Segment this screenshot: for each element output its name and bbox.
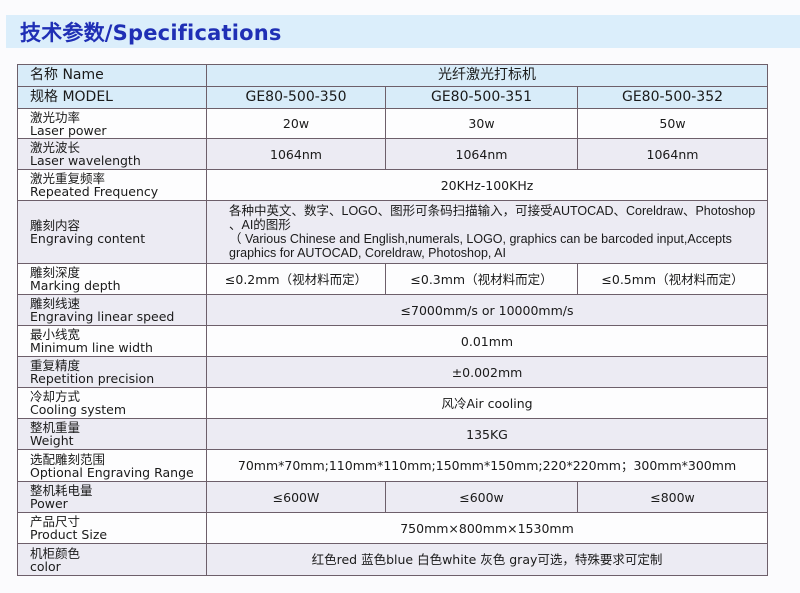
label-zh: 整机重量 (30, 420, 81, 435)
value-cell: 风冷Air cooling (206, 387, 768, 419)
row-label: 选配雕刻范围 Optional Engraving Range (17, 449, 207, 482)
label-en: Engraving linear speed (30, 309, 175, 324)
value-zh: 各种中英文、数字、LOGO、图形可条码扫描输入，可接受AUTOCAD、Corel… (229, 204, 756, 232)
label-en: Optional Engraving Range (30, 464, 194, 480)
label-zh: 雕刻深度 (30, 265, 81, 280)
row-label: 雕刻线速 Engraving linear speed (17, 294, 207, 326)
row-label: 重复精度 Repetition precision (17, 356, 207, 388)
table-row: 最小线宽 Minimum line width 0.01mm (17, 325, 768, 357)
product-name: 光纤激光打标机 (206, 64, 768, 87)
label-zh: 激光波长 (30, 140, 81, 155)
row-label: 规格 MODEL (17, 86, 207, 109)
value-cell: ≤600w (385, 481, 578, 513)
value-cell: ±0.002mm (206, 356, 768, 388)
row-label: 冷却方式 Cooling system (17, 387, 207, 419)
row-label: 激光功率 Laser power (17, 108, 207, 139)
label-zh: 最小线宽 (30, 327, 81, 342)
row-label: 整机耗电量 Power (17, 481, 207, 513)
table-row: 重复精度 Repetition precision ±0.002mm (17, 356, 768, 388)
table-row: 整机重量 Weight 135KG (17, 418, 768, 450)
table-row-name: 名称 Name 光纤激光打标机 (17, 64, 768, 87)
label-en: Product Size (30, 527, 108, 542)
model-cell: GE80-500-351 (385, 86, 578, 109)
value-cell: 70mm*70mm;110mm*110mm;150mm*150mm;220*22… (206, 449, 768, 482)
table-row: 雕刻深度 Marking depth ≤0.2mm（视材料而定） ≤0.3mm（视材料… (17, 263, 768, 295)
value-cell: 50w (577, 108, 768, 139)
table-row: 选配雕刻范围 Optional Engraving Range 70mm*70mm;… (17, 449, 768, 482)
value-cell: 1064nm (385, 138, 578, 170)
table-row: 激光重复频率 Repeated Frequency 20KHz-100KHz (17, 169, 768, 201)
value-cell: 1064nm (577, 138, 768, 170)
value-cell: 0.01mm (206, 325, 768, 357)
row-label: 激光重复频率 Repeated Frequency (17, 169, 207, 201)
table-row: 机柜颜色 color 红色red 蓝色blue 白色white 灰色 gray可选，… (17, 543, 768, 576)
table-row: 产品尺寸 Product Size 750mm×800mm×1530mm (17, 512, 768, 544)
value-cell: ≤800w (577, 481, 768, 513)
label-zh: 雕刻线速 (30, 296, 81, 311)
label-zh: 整机耗电量 (30, 483, 93, 498)
value-cell: 20w (206, 108, 386, 139)
label-en: Minimum line width (30, 340, 153, 355)
page-title: 技术参数/Specifications (20, 21, 282, 45)
row-label: 最小线宽 Minimum line width (17, 325, 207, 357)
label-en: Laser wavelength (30, 153, 141, 168)
label-en: color (30, 558, 61, 574)
label-zh: 激光功率 (30, 109, 81, 125)
value-cell: 20KHz-100KHz (206, 169, 768, 201)
table-row: 激光波长 Laser wavelength 1064nm 1064nm 1064nm (17, 138, 768, 170)
value-cell: 红色red 蓝色blue 白色white 灰色 gray可选，特殊要求可定制 (206, 543, 768, 576)
table-row: 整机耗电量 Power ≤600W ≤600w ≤800w (17, 481, 768, 513)
value-en: （ Various Chinese and English,numerals, … (229, 232, 732, 260)
table-row: 雕刻线速 Engraving linear speed ≤7000mm/s or 1… (17, 294, 768, 326)
value-cell: 1064nm (206, 138, 386, 170)
row-label: 机柜颜色 color (17, 543, 207, 576)
value-cell: ≤0.3mm（视材料而定） (385, 263, 578, 295)
row-label: 名称 Name (17, 64, 207, 87)
label-en: Marking depth (30, 278, 121, 293)
label-zh: 选配雕刻范围 (30, 451, 106, 467)
table-row-model: 规格 MODEL GE80-500-350 GE80-500-351 GE80-… (17, 86, 768, 109)
row-label: 雕刻深度 Marking depth (17, 263, 207, 295)
label-zh: 重复精度 (30, 358, 81, 373)
row-label: 产品尺寸 Product Size (17, 512, 207, 544)
value-cell: ≤7000mm/s or 10000mm/s (206, 294, 768, 326)
row-label: 雕刻内容 Engraving content (17, 200, 207, 264)
label-en: Laser power (30, 122, 107, 138)
table-row: 激光功率 Laser power 20w 30w 50w (17, 108, 768, 139)
value-cell: ≤0.2mm（视材料而定） (206, 263, 386, 295)
value-cell: 750mm×800mm×1530mm (206, 512, 768, 544)
value-cell: ≤600W (206, 481, 386, 513)
label-zh: 激光重复频率 (30, 171, 106, 186)
value-cell: 135KG (206, 418, 768, 450)
model-cell: GE80-500-352 (577, 86, 768, 109)
row-label: 激光波长 Laser wavelength (17, 138, 207, 170)
label-zh: 雕刻内容 (30, 218, 81, 233)
label-en: Engraving content (30, 231, 146, 246)
label-en: Cooling system (30, 402, 126, 417)
label-zh: 冷却方式 (30, 389, 81, 404)
label-en: Repeated Frequency (30, 184, 159, 199)
table-row: 冷却方式 Cooling system 风冷Air cooling (17, 387, 768, 419)
label-zh: 产品尺寸 (30, 514, 81, 529)
value-cell: 各种中英文、数字、LOGO、图形可条码扫描输入，可接受AUTOCAD、Corel… (206, 200, 768, 264)
specifications-table: 名称 Name 光纤激光打标机 规格 MODEL GE80-500-350 GE… (17, 64, 768, 576)
table-row: 雕刻内容 Engraving content 各种中英文、数字、LOGO、图形可条码… (17, 200, 768, 264)
label-en: Repetition precision (30, 371, 155, 386)
title-band (6, 15, 800, 48)
row-label: 整机重量 Weight (17, 418, 207, 450)
value-cell: ≤0.5mm（视材料而定） (577, 263, 768, 295)
label-en: Power (30, 496, 68, 511)
value-cell: 30w (385, 108, 578, 139)
model-cell: GE80-500-350 (206, 86, 386, 109)
label-zh: 机柜颜色 (30, 545, 81, 561)
label-en: Weight (30, 433, 74, 448)
